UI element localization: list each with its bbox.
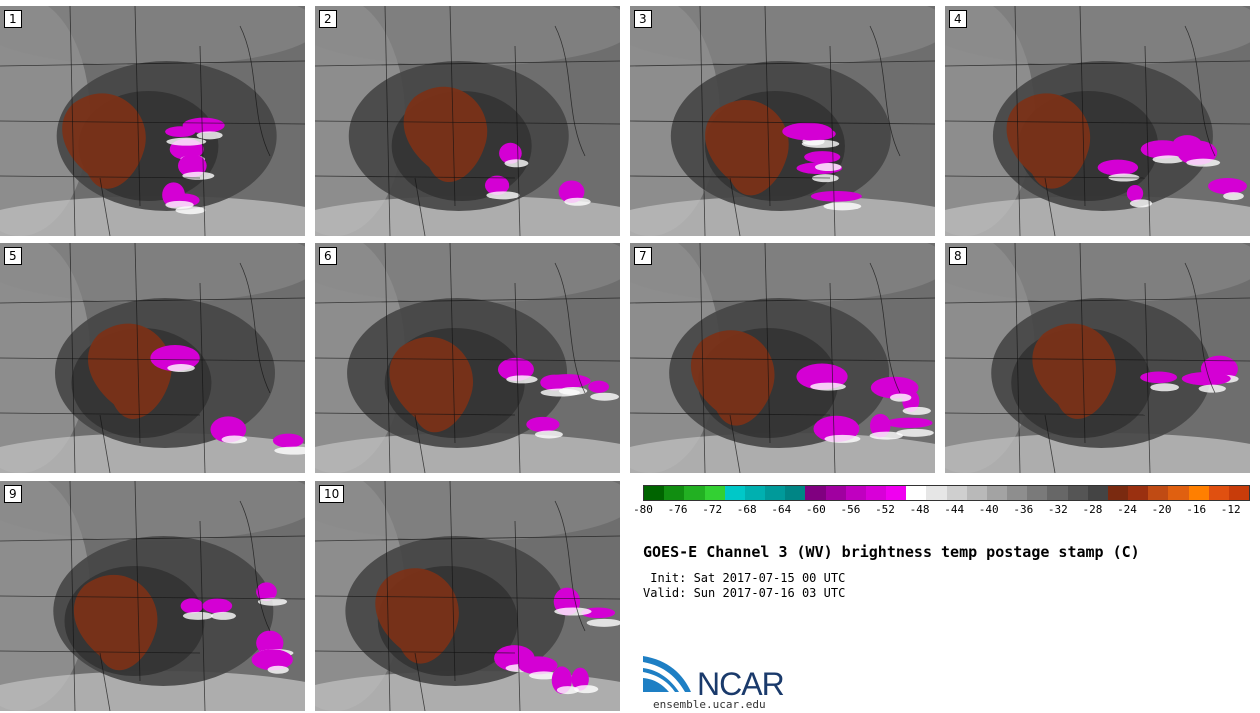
panel-number-label: 6 <box>319 247 337 265</box>
colorbar-swatch <box>865 486 887 500</box>
panel-number-label: 2 <box>319 10 337 28</box>
colorbar-swatch <box>1007 486 1028 500</box>
colorbar-swatch <box>986 486 1008 500</box>
colorbar-swatch <box>1168 486 1189 500</box>
postage-stamp-panel: 3 <box>630 6 935 236</box>
colorbar-tick-label: -64 <box>771 503 792 516</box>
colorbar-tick-labels: -80 -76 -72 -68 -64 -60 -56 -52 -48 -44 -40 -36 -32 -… <box>633 503 1248 517</box>
colorbar-swatch <box>664 486 685 500</box>
colorbar-swatch <box>744 486 766 500</box>
water-vapor-map <box>315 481 620 711</box>
panel-number-label: 8 <box>949 247 967 265</box>
colorbar <box>643 485 1250 501</box>
postage-stamp-panel: 6 <box>315 243 620 473</box>
water-vapor-map <box>0 481 305 711</box>
water-vapor-map <box>315 6 620 236</box>
colorbar-tick-label: -16 <box>1186 503 1207 516</box>
panel-number-label: 3 <box>634 10 652 28</box>
colorbar-tick-label: -72 <box>702 503 723 516</box>
water-vapor-map <box>0 243 305 473</box>
website-url: ensemble.ucar.edu <box>653 698 766 711</box>
colorbar-swatch <box>765 486 786 500</box>
panel-number-label: 10 <box>319 485 345 503</box>
figure-title: GOES-E Channel 3 (WV) brightness temp po… <box>643 543 1140 561</box>
colorbar-swatch <box>946 486 967 500</box>
colorbar-swatch <box>644 486 665 500</box>
colorbar-swatch <box>1208 486 1229 500</box>
colorbar-tick-label: -32 <box>1047 503 1068 516</box>
postage-stamp-panel: 2 <box>315 6 620 236</box>
colorbar-tick-label: -76 <box>667 503 688 516</box>
colorbar-swatch <box>845 486 866 500</box>
colorbar-swatch <box>1107 486 1129 500</box>
postage-stamp-panel: 8 <box>945 243 1250 473</box>
colorbar-swatch <box>1228 486 1250 500</box>
postage-stamp-panel: 1 <box>0 6 305 236</box>
colorbar-swatch <box>724 486 745 500</box>
colorbar-tick-label: -80 <box>633 503 653 516</box>
init-time: Init: Sat 2017-07-15 00 UTC <box>643 571 846 585</box>
colorbar-swatch <box>825 486 846 500</box>
water-vapor-map <box>630 243 935 473</box>
valid-time: Valid: Sun 2017-07-16 03 UTC <box>643 586 846 600</box>
colorbar-tick-label: -36 <box>1013 503 1034 516</box>
colorbar-tick-label: -12 <box>1220 503 1241 516</box>
colorbar-swatch <box>926 486 947 500</box>
colorbar-swatch <box>684 486 705 500</box>
colorbar-swatch <box>1027 486 1048 500</box>
water-vapor-map <box>630 6 935 236</box>
colorbar-swatch <box>805 486 826 500</box>
panel-number-label: 9 <box>4 485 22 503</box>
panel-number-label: 4 <box>949 10 967 28</box>
colorbar-swatch <box>1067 486 1088 500</box>
colorbar-tick-label: -44 <box>944 503 965 516</box>
postage-stamp-panel: 9 <box>0 481 305 711</box>
postage-stamp-panel: 5 <box>0 243 305 473</box>
colorbar-swatch <box>1047 486 1068 500</box>
panel-number-label: 5 <box>4 247 22 265</box>
ncar-logo-icon <box>643 656 691 692</box>
colorbar-swatch <box>1128 486 1149 500</box>
water-vapor-map <box>315 243 620 473</box>
colorbar-swatch <box>1188 486 1209 500</box>
panel-number-label: 7 <box>634 247 652 265</box>
colorbar-tick-label: -56 <box>840 503 861 516</box>
postage-stamp-panel: 4 <box>945 6 1250 236</box>
colorbar-tick-label: -20 <box>1151 503 1172 516</box>
colorbar-tick-label: -68 <box>736 503 757 516</box>
water-vapor-map <box>945 243 1250 473</box>
colorbar-swatch <box>886 486 907 500</box>
water-vapor-map <box>945 6 1250 236</box>
colorbar-swatch <box>1087 486 1108 500</box>
colorbar-tick-label: -28 <box>1082 503 1103 516</box>
colorbar-swatch <box>906 486 927 500</box>
colorbar-tick-label: -60 <box>805 503 826 516</box>
postage-stamp-panel: 10 <box>315 481 620 711</box>
colorbar-tick-label: -40 <box>978 503 999 516</box>
colorbar-tick-label: -52 <box>875 503 895 516</box>
colorbar-tick-label: -24 <box>1117 503 1137 516</box>
postage-stamp-panel: 7 <box>630 243 935 473</box>
colorbar-swatch <box>704 486 725 500</box>
colorbar-tick-label: -48 <box>909 503 930 516</box>
colorbar-swatch <box>785 486 806 500</box>
colorbar-swatch <box>1148 486 1169 500</box>
colorbar-swatch <box>966 486 987 500</box>
panel-number-label: 1 <box>4 10 22 28</box>
water-vapor-map <box>0 6 305 236</box>
logo-text: NCAR <box>697 666 785 702</box>
